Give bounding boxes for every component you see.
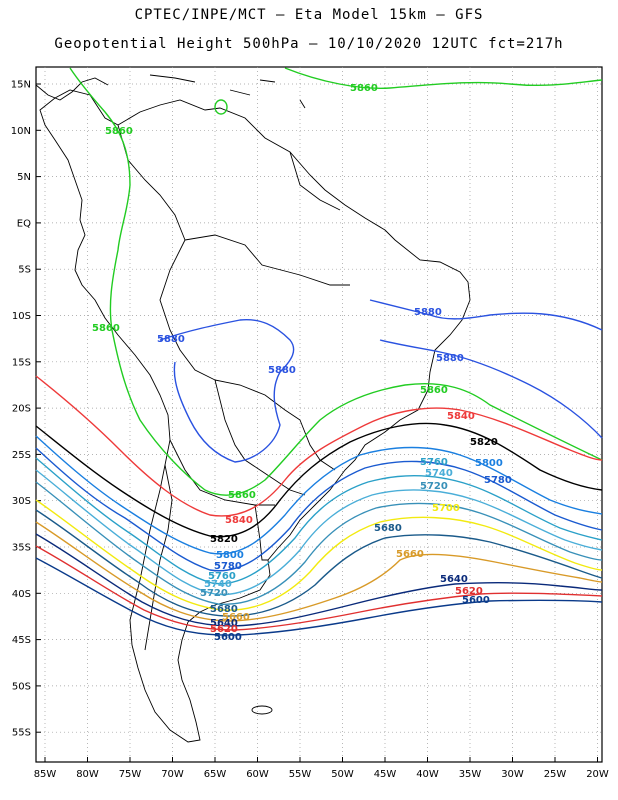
contour-label: 5760 [208,571,236,582]
latitude-label: 40S [12,589,31,600]
contour-5880-east2 [379,339,603,439]
contour-label: 5760 [420,457,448,468]
contour-5680 [35,509,603,617]
map-frame [35,66,603,763]
contour-5880-east [369,299,603,331]
longitude-label: 85W [34,769,57,780]
latitude-label: 55S [12,728,31,739]
latitude-label: 10N [11,126,31,137]
contour-label: 5880 [436,353,464,364]
longitude-label: 55W [289,769,312,780]
south-america-coastline [39,89,471,743]
latitude-label: 15N [11,80,31,91]
longitude-labels: 85W 80W 75W 70W 65W 60W 55W 50W 45W 40W 35W 30W 25W 2… [34,769,609,780]
latitude-label: 50S [12,681,31,692]
latitude-labels: 15N 10N 5N EQ 5S 10S 15S 20S 25S 30S 35S 40S 45S 50S 5… [11,80,31,739]
latitude-label: 5S [18,265,31,276]
contour-5800 [35,435,603,555]
contour-label: 5840 [447,411,475,422]
contour-label: 5600 [462,595,490,606]
falkland-islands [251,705,273,715]
latitude-label: 20S [12,404,31,415]
contour-label: 5880 [414,307,442,318]
height-contours [35,67,603,636]
contour-label: 5640 [440,574,468,585]
latitude-label: 10S [12,311,31,322]
longitude-label: 50W [331,769,354,780]
contour-label: 5860 [105,126,133,137]
contour-label: 5780 [484,475,512,486]
contour-label: 5860 [228,490,256,501]
latitude-label: 5N [17,172,31,183]
contour-label: 5700 [432,503,460,514]
latitude-label: 15S [12,357,31,368]
contour-label: 5880 [268,365,296,376]
contour-label: 5740 [425,468,453,479]
longitude-label: 70W [161,769,184,780]
contour-label: 5620 [455,586,483,597]
contour-label: 5860 [420,385,448,396]
map-title-line-2: Geopotential Height 500hPa – 10/10/2020 … [54,36,564,52]
contour-label: 5680 [374,523,402,534]
contour-5760 [35,457,603,585]
contour-label: 5860 [350,83,378,94]
contour-label: 5820 [470,437,498,448]
caribbean-islands [149,74,306,109]
contour-5640 [35,533,603,627]
longitude-label: 60W [246,769,269,780]
contour-label: 5600 [214,632,242,643]
latitude-label: 35S [12,543,31,554]
contour-label: 5860 [92,323,120,334]
central-america-coastline [35,77,109,101]
longitude-label: 80W [76,769,99,780]
contour-5740 [35,469,603,596]
longitude-label: 20W [586,769,609,780]
latitude-label: EQ [17,218,31,229]
contour-5860-north [284,67,603,90]
contour-5860-west [69,67,603,496]
contour-label: 5880 [157,334,185,345]
latitude-label: 25S [12,450,31,461]
contour-5880-west [159,318,295,463]
longitude-label: 75W [119,769,142,780]
contour-label: 5660 [222,612,250,623]
contour-label: 5780 [214,561,242,572]
contour-5620 [35,545,603,631]
contour-label: 5680 [210,604,238,615]
contour-5720 [35,481,603,606]
contour-label: 5820 [210,534,238,545]
longitude-label: 30W [501,769,524,780]
longitude-label: 25W [544,769,567,780]
contour-label: 5800 [475,458,503,469]
contour-label: 5660 [396,549,424,560]
map-title-line-1: CPTEC/INPE/MCT – Eta Model 15km – GFS [134,7,484,23]
contour-5840 [35,375,603,517]
contour-5820 [35,422,603,538]
latitude-label: 30S [12,496,31,507]
contour-5660 [35,521,603,622]
longitude-label: 45W [374,769,397,780]
contour-label: 5640 [210,618,238,629]
longitude-label: 40W [416,769,439,780]
contour-label: 5840 [225,515,253,526]
contour-label: 5720 [200,588,228,599]
contour-labels: 5860 5860 5860 5880 5880 5880 5880 5860 … [92,83,512,643]
contour-label: 5720 [420,481,448,492]
contour-5700 [35,499,603,611]
contour-label: 5740 [204,579,232,590]
contour-5860-blob [214,99,228,115]
contour-label: 5620 [210,624,238,635]
contour-5780 [35,447,603,572]
longitude-label: 35W [459,769,482,780]
latitude-label: 45S [12,635,31,646]
contour-5600 [35,557,603,636]
longitude-label: 65W [204,769,227,780]
contour-label: 5800 [216,550,244,561]
